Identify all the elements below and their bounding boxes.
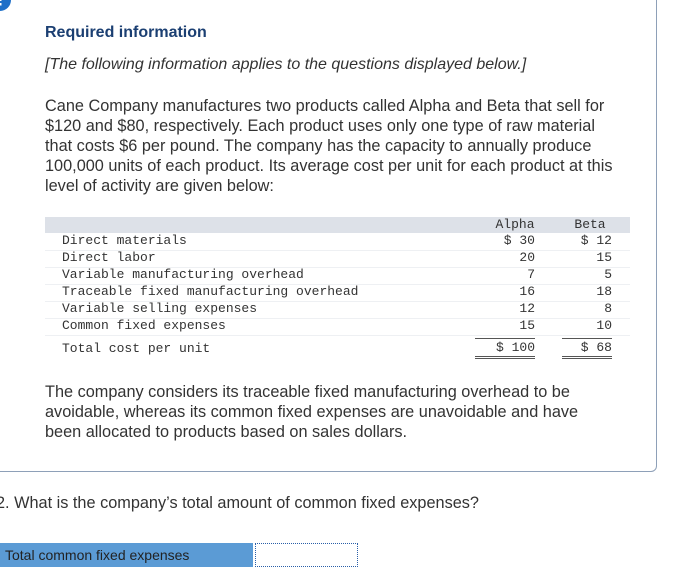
alpha-cell: 20 (519, 250, 535, 265)
total-row: Total cost per unit $ 100 $ 68 (45, 338, 630, 359)
alpha-total: $ 100 (475, 338, 535, 359)
row-label: Total cost per unit (62, 341, 211, 356)
beta-cell: $ 12 (580, 233, 612, 248)
alpha-cell: 12 (519, 301, 535, 316)
table-header: Alpha Beta (45, 217, 630, 233)
row-label: Direct labor (62, 250, 156, 265)
alpha-cell: $ 30 (503, 233, 535, 248)
beta-cell: 15 (596, 250, 612, 265)
answer-label: Total common fixed expenses (0, 543, 253, 567)
closing: The company considers its traceable fixe… (45, 383, 579, 441)
row-label: Variable selling expenses (62, 301, 258, 316)
row-label: Direct materials (62, 233, 187, 248)
alpha-cell: 15 (519, 318, 535, 333)
note: [The following information applies to th… (45, 56, 527, 73)
row-label: Common fixed expenses (62, 318, 226, 333)
table-row: Direct materials $ 30 $ 12 (45, 233, 630, 251)
beta-cell: 8 (604, 301, 612, 316)
beta-cell: 5 (604, 267, 612, 282)
row-label: Traceable fixed manufacturing overhead (62, 284, 359, 299)
info-box (0, 0, 657, 472)
beta-total: $ 68 (562, 338, 612, 359)
table-row: Traceable fixed manufacturing overhead 16… (45, 284, 630, 302)
beta-cell: 18 (596, 284, 612, 299)
column-header: Alpha (495, 217, 535, 232)
alpha-cell: 7 (527, 267, 535, 282)
intro: Cane Company manufactures two products c… (45, 97, 613, 195)
alert-icon (0, 0, 11, 11)
table-row: Common fixed expenses 15 10 (45, 318, 630, 336)
column-header: Beta (574, 217, 606, 232)
table-row: Direct labor 20 15 (45, 250, 630, 268)
question: 2. What is the company’s total amount of… (0, 494, 479, 512)
row-label: Variable manufacturing overhead (62, 267, 304, 282)
table-row: Variable manufacturing overhead 7 5 (45, 267, 630, 285)
alpha-cell: 16 (519, 284, 535, 299)
table-row: Variable selling expenses 12 8 (45, 301, 630, 319)
beta-cell: 10 (596, 318, 612, 333)
title: Required information (45, 24, 207, 41)
answer-input[interactable] (255, 543, 358, 567)
